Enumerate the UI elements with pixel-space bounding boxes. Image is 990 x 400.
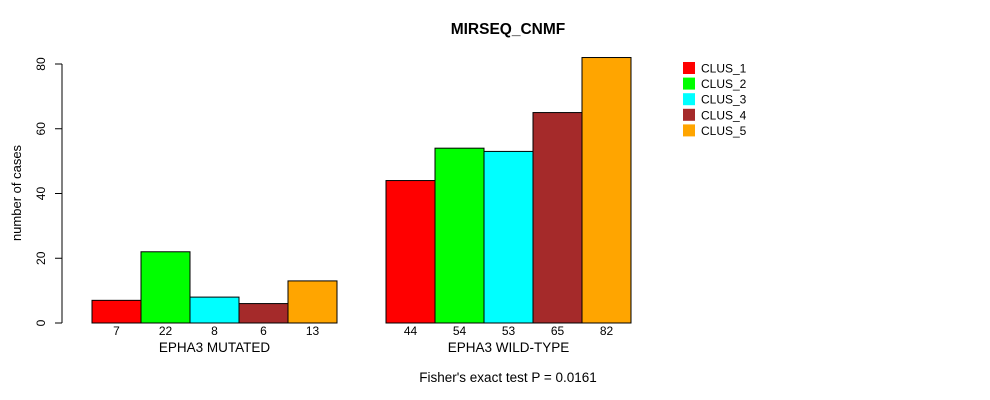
y-axis: 0 20 40 60 80: [34, 57, 63, 326]
chart-title: MIRSEQ_CNMF: [451, 21, 566, 38]
bar-value-label: 13: [306, 324, 320, 338]
legend-swatch-clus_5: [683, 124, 695, 137]
bar-group: 7 22 8 6 13 EPHA3 MUTATED: [91, 251, 338, 355]
legend-label-clus_1: CLUS_1: [701, 62, 747, 76]
bar-clus_2: [140, 251, 191, 324]
bar-value-label: 6: [260, 324, 267, 338]
bar-clus_5: [287, 280, 338, 324]
bar-clus_1: [385, 180, 436, 324]
bar-clus_3: [189, 296, 240, 324]
bar-groups: 7 22 8 6 13 EPHA3 MUTATED 44 54 53 65 82 EPHA3 WILD…: [91, 57, 632, 355]
bar-value-label: 82: [600, 324, 614, 338]
legend-label-clus_4: CLUS_4: [701, 108, 747, 122]
legend-label-clus_3: CLUS_3: [701, 93, 747, 107]
y-tick-label: 80: [34, 57, 48, 71]
group-label: EPHA3 WILD-TYPE: [448, 340, 570, 355]
legend-swatch-clus_3: [683, 93, 695, 106]
legend-label-clus_5: CLUS_5: [701, 124, 747, 138]
bar-group: 44 54 53 65 82 EPHA3 WILD-TYPE: [385, 57, 632, 355]
annotation-text: Fisher's exact test P = 0.0161: [419, 370, 597, 385]
bar-value-label: 44: [404, 324, 418, 338]
legend-swatch-clus_4: [683, 108, 695, 121]
bar-value-label: 54: [453, 324, 467, 338]
bar-value-label: 53: [502, 324, 516, 338]
y-tick-label: 0: [34, 319, 48, 326]
bar-clus_1: [91, 299, 142, 324]
bar-clus_4: [532, 112, 583, 324]
legend-label-clus_2: CLUS_2: [701, 77, 747, 91]
group-label: EPHA3 MUTATED: [159, 340, 271, 355]
bar-value-label: 22: [159, 324, 173, 338]
y-tick-label: 20: [34, 251, 48, 265]
y-tick-label: 60: [34, 122, 48, 136]
bar-clus_5: [581, 57, 632, 324]
legend-swatch-clus_1: [683, 62, 695, 74]
y-tick-label: 40: [34, 187, 48, 201]
bar-clus_3: [483, 150, 534, 324]
bar-clus_2: [434, 147, 485, 324]
bar-clus_4: [238, 303, 289, 324]
y-axis-label: number of cases: [9, 144, 24, 241]
bar-value-label: 65: [551, 324, 565, 338]
bar-value-label: 7: [113, 324, 120, 338]
bar-value-label: 8: [211, 324, 218, 338]
legend-swatch-clus_2: [683, 77, 695, 90]
